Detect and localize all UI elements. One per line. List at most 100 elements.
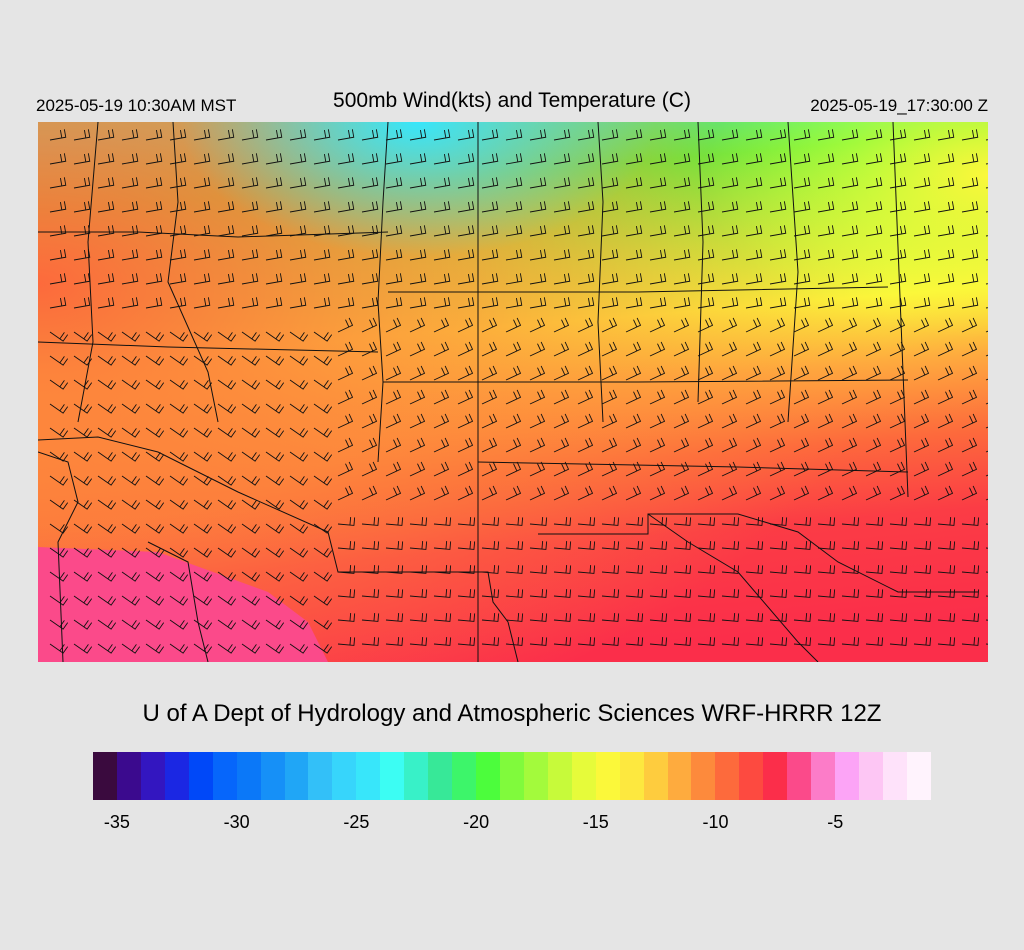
wind-barb: [697, 273, 715, 285]
wind-barb: [793, 589, 812, 598]
wind-barb: [49, 201, 67, 213]
wind-barb: [937, 565, 956, 574]
wind-barb: [529, 225, 547, 237]
wind-barb: [433, 297, 451, 309]
wind-barb: [793, 485, 810, 501]
wind-barb: [337, 589, 356, 598]
wind-barb: [409, 613, 428, 622]
wind-barb: [721, 177, 739, 189]
wind-barb: [745, 437, 762, 453]
wind-barb: [793, 365, 810, 381]
wind-barb: [769, 485, 786, 501]
wind-barb: [337, 461, 354, 477]
wind-barb: [769, 365, 786, 381]
wind-barb: [601, 613, 620, 622]
wind-barb: [745, 517, 764, 526]
wind-barb: [625, 517, 644, 526]
wind-barb: [553, 637, 572, 646]
wind-barb: [769, 297, 787, 309]
wind-barb: [577, 225, 595, 237]
wind-barb: [49, 225, 67, 237]
wind-barb: [793, 225, 811, 237]
wind-barb: [169, 451, 189, 462]
wind-barb: [241, 619, 261, 630]
wind-barb: [721, 565, 740, 574]
wind-barb: [265, 547, 285, 558]
wind-barb: [553, 341, 570, 357]
wind-barb: [913, 249, 931, 261]
wind-barb: [481, 541, 500, 550]
wind-barb: [313, 177, 331, 189]
wind-barb: [193, 571, 213, 582]
wind-barb: [721, 317, 738, 333]
wind-barb: [913, 589, 932, 598]
wind-barb: [289, 225, 307, 237]
colorbar-swatch: [404, 752, 429, 800]
wind-barb: [241, 523, 261, 534]
wind-barb: [673, 273, 691, 285]
wind-barb: [481, 485, 498, 501]
wind-barb: [961, 637, 980, 646]
wind-barb: [193, 273, 211, 285]
colorbar-swatch: [595, 752, 620, 800]
wind-barb: [889, 613, 908, 622]
wind-barb: [193, 153, 211, 165]
wind-barb: [313, 297, 331, 309]
wind-barb: [793, 297, 811, 309]
wind-barb: [745, 613, 764, 622]
wind-barb: [817, 153, 835, 165]
wind-barb: [433, 389, 450, 405]
wind-barb: [817, 225, 835, 237]
wind-barb: [649, 365, 666, 381]
wind-barb: [121, 451, 141, 462]
wind-barb: [169, 403, 189, 414]
colorbar-swatch: [308, 752, 333, 800]
wind-barb: [937, 389, 954, 405]
wind-barb: [577, 201, 595, 213]
wind-barb: [721, 297, 739, 309]
wind-barb: [409, 177, 427, 189]
wind-barb: [865, 249, 883, 261]
wind-barb: [361, 297, 379, 309]
wind-barb: [913, 273, 931, 285]
wind-barb: [601, 437, 618, 453]
wind-barb: [385, 565, 404, 574]
colorbar-swatch: [452, 752, 476, 800]
wind-barb: [337, 389, 354, 405]
wind-barb: [673, 389, 690, 405]
wind-barb: [289, 177, 307, 189]
colorbar-swatch: [643, 752, 668, 800]
wind-barb: [121, 643, 141, 654]
wind-barb: [721, 389, 738, 405]
wind-barb: [817, 437, 834, 453]
wind-barb: [457, 365, 474, 381]
wind-barb: [841, 541, 860, 550]
wind-barb: [817, 589, 836, 598]
colorbar-tick-label: -5: [827, 812, 844, 832]
wind-barb: [553, 589, 572, 598]
colorbar-swatch: [787, 752, 812, 800]
wind-barb: [97, 547, 117, 558]
wind-barb: [817, 413, 834, 429]
wind-barb: [241, 451, 261, 462]
wind-barb: [169, 523, 189, 534]
wind-barb: [457, 201, 475, 213]
wind-barb: [577, 365, 594, 381]
wind-barb: [553, 437, 570, 453]
wind-barb: [97, 273, 115, 285]
wind-barb: [457, 297, 475, 309]
wind-barb: [865, 637, 884, 646]
wind-barb: [793, 389, 810, 405]
wind-barb: [433, 541, 452, 550]
wind-barb: [937, 153, 955, 165]
wind-barb: [673, 413, 690, 429]
wind-barb: [745, 541, 764, 550]
wind-barb: [865, 613, 884, 622]
colorbar-swatch: [93, 752, 117, 800]
colorbar-ticks: -35 -30 -25 -20 -15 -10 -5: [93, 812, 931, 836]
wind-barb: [889, 541, 908, 550]
wind-barb: [913, 317, 930, 333]
wind-barb: [745, 225, 763, 237]
wind-barb: [721, 201, 739, 213]
wind-barb: [97, 379, 117, 390]
